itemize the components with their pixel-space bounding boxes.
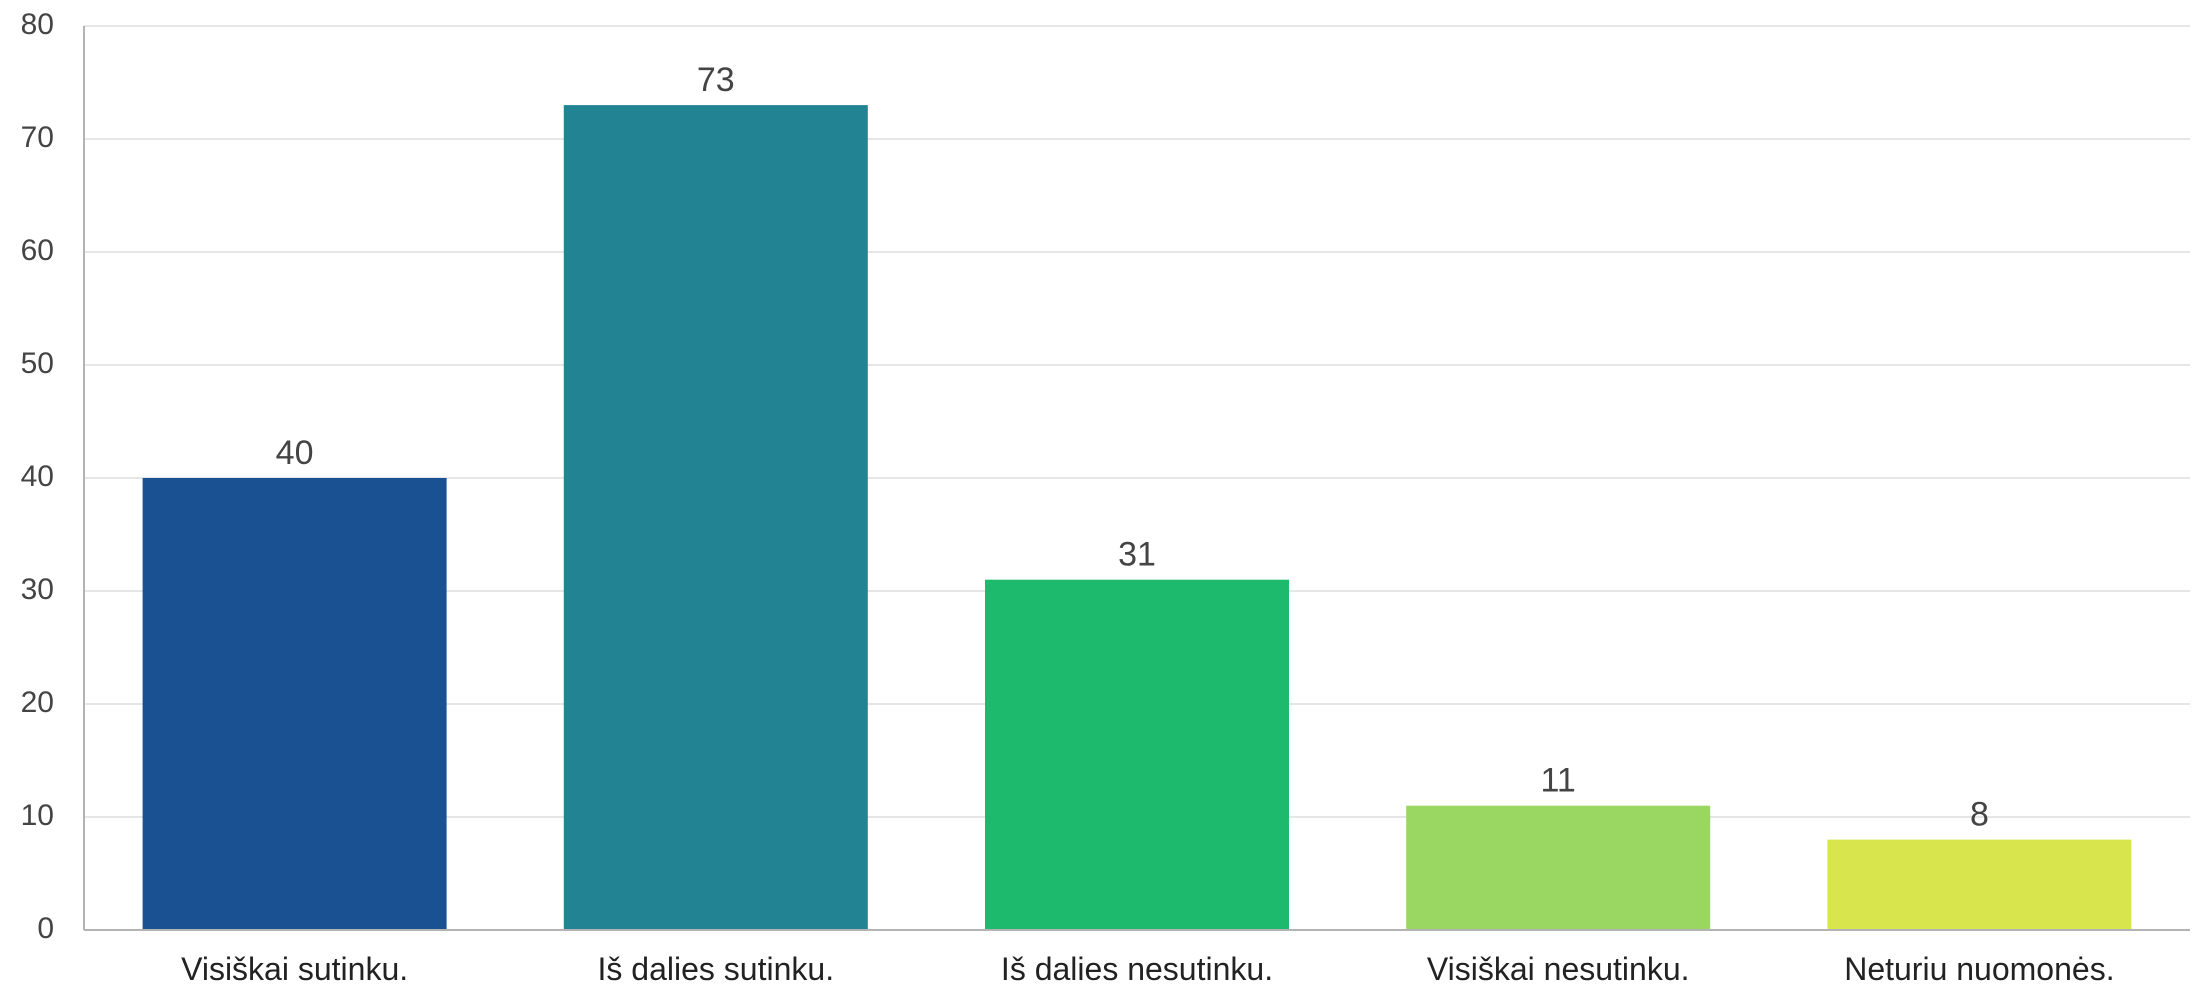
x-category-label: Iš dalies sutinku. [598,951,835,987]
y-tick-label: 80 [21,8,54,41]
x-axis-categories: Visiškai sutinku. Iš dalies sutinku. Iš da… [181,951,2115,987]
bar [985,579,1289,930]
bar-value-label: 11 [1541,762,1576,800]
y-axis-ticks: 0 10 20 30 40 50 60 70 80 [21,8,54,945]
bars [142,105,2132,931]
x-category-label: Iš dalies nesutinku. [1001,951,1273,987]
bar-value-label: 73 [697,61,735,99]
data-labels: 40 73 31 11 8 [276,61,1989,834]
bar [142,478,447,930]
bar-value-label: 40 [276,434,314,472]
y-tick-label: 30 [21,573,54,606]
bar-value-label: 31 [1118,536,1156,574]
y-tick-label: 20 [21,686,54,719]
y-tick-label: 60 [21,234,54,267]
bar [1406,805,1711,930]
y-tick-label: 40 [21,460,54,493]
y-tick-label: 0 [37,912,54,945]
y-tick-label: 70 [21,121,54,154]
bar-value-label: 8 [1970,796,1989,834]
y-tick-label: 10 [21,799,54,832]
x-category-label: Visiškai nesutinku. [1427,951,1690,987]
x-category-label: Visiškai sutinku. [181,951,408,987]
y-tick-label: 50 [21,347,54,380]
bar [563,105,868,931]
x-category-label: Neturiu nuomonės. [1844,951,2114,987]
bar [1827,839,2132,930]
